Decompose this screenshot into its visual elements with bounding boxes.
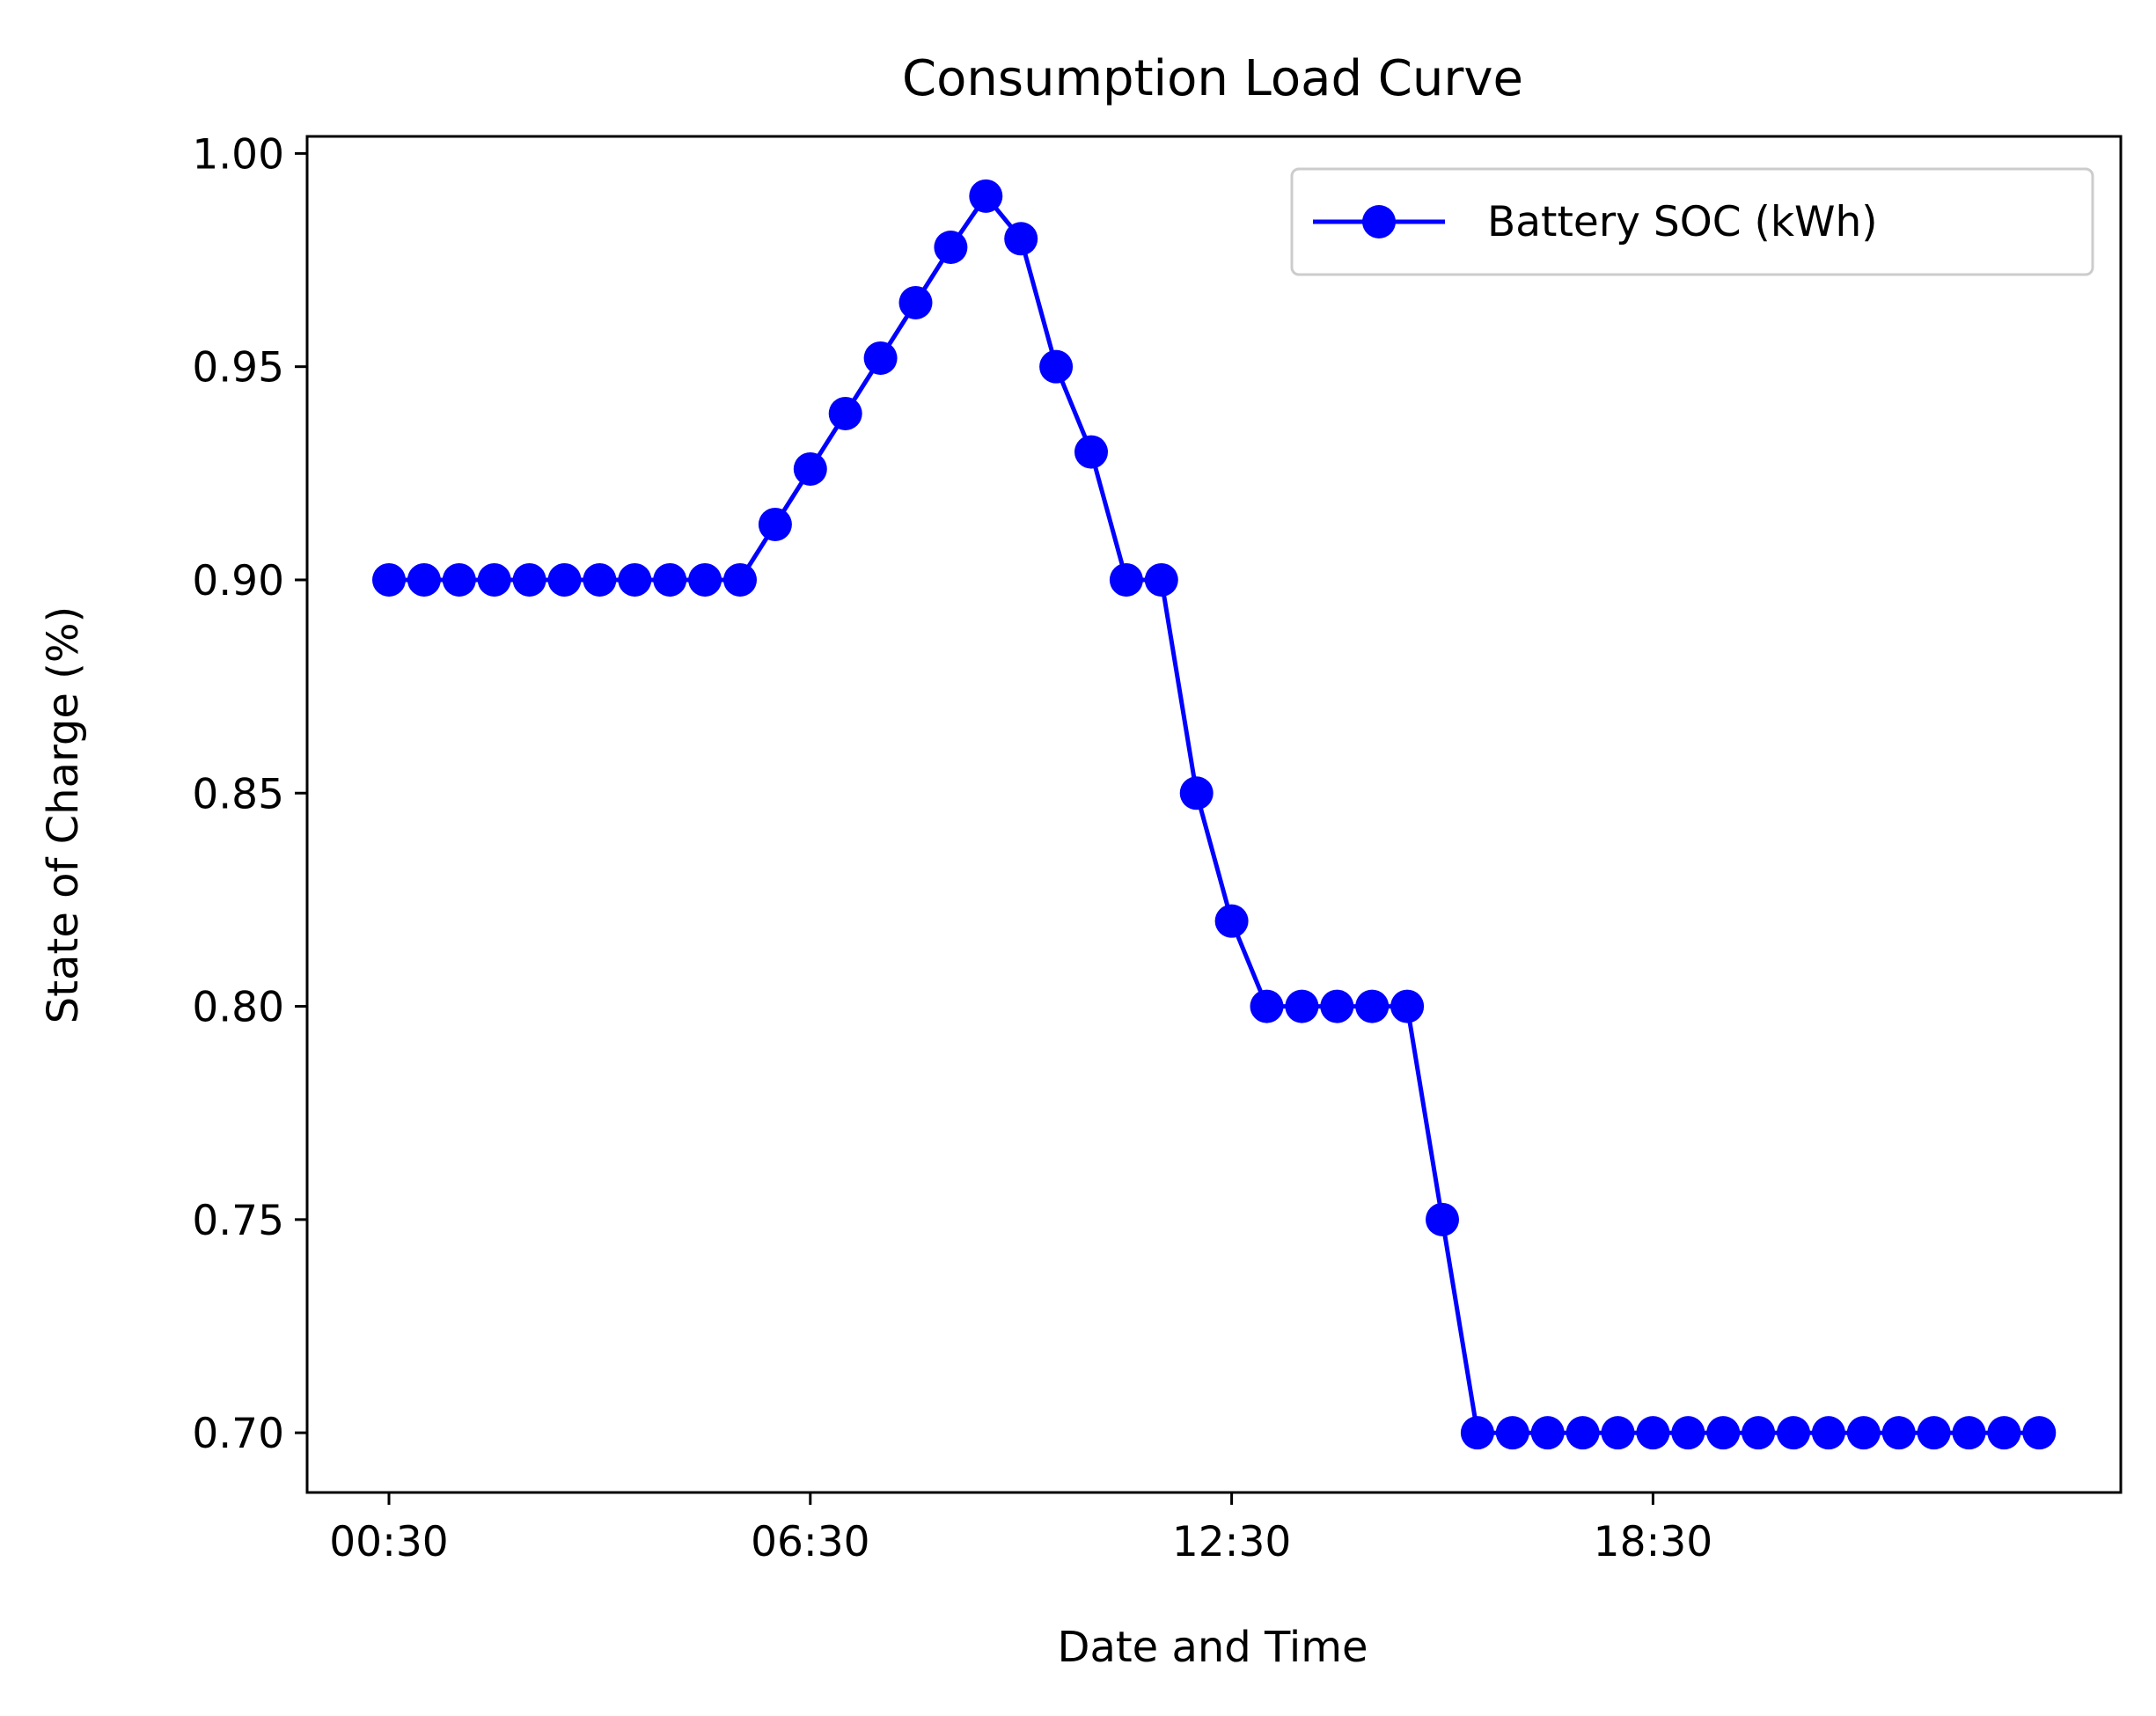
data-point (1039, 349, 1074, 384)
data-point (1179, 776, 1214, 810)
data-point (407, 562, 441, 597)
x-tick-label: 12:30 (1172, 1518, 1291, 1566)
data-point (1636, 1416, 1670, 1450)
data-point (653, 562, 687, 597)
data-point (1671, 1416, 1705, 1450)
data-point (512, 562, 546, 597)
y-axis: 0.70 0.75 0.80 0.85 0.90 0.95 1.00 (192, 130, 307, 1458)
y-tick-label: 0.75 (192, 1197, 284, 1245)
data-point (1811, 1416, 1845, 1450)
legend: Battery SOC (kWh) (1290, 167, 2094, 276)
data-point (828, 396, 862, 430)
legend-entry-battery-soc: Battery SOC (kWh) (1487, 198, 1878, 246)
plot-frame (305, 135, 2123, 1494)
data-point (1846, 1416, 1881, 1450)
y-tick-label: 0.90 (192, 557, 284, 605)
legend-box (1290, 167, 2094, 276)
data-point (477, 562, 511, 597)
data-point (1530, 1416, 1565, 1450)
y-tick-label: 0.80 (192, 984, 284, 1032)
y-tick-label: 0.85 (192, 770, 284, 818)
data-point (1320, 989, 1354, 1023)
data-point (969, 179, 1003, 213)
data-point (688, 562, 722, 597)
data-point (372, 562, 406, 597)
data-point (1004, 222, 1038, 256)
data-point (1881, 1416, 1916, 1450)
data-point (618, 562, 652, 597)
data-point (1917, 1416, 1951, 1450)
data-point (1566, 1416, 1600, 1450)
data-point (1426, 1202, 1459, 1236)
y-tick-label: 1.00 (192, 130, 284, 179)
data-point (723, 562, 757, 597)
data-point (1495, 1416, 1529, 1450)
data-point (1144, 562, 1178, 597)
data-point (863, 341, 898, 375)
series-line (389, 194, 2040, 1435)
data-point (1460, 1416, 1494, 1450)
plot-area (305, 135, 2123, 1494)
data-point (547, 562, 582, 597)
data-point (1952, 1416, 1986, 1450)
data-point (1777, 1416, 1810, 1450)
chart-title: Consumption Load Curve (902, 50, 1523, 107)
x-axis: 00:30 06:30 12:30 18:30 (329, 1492, 1712, 1566)
data-point (1214, 904, 1249, 938)
data-point (583, 562, 617, 597)
data-point (1250, 989, 1284, 1023)
data-point (934, 230, 968, 264)
x-tick-label: 00:30 (329, 1518, 448, 1566)
data-point (1390, 989, 1425, 1023)
y-axis-label: State of Charge (%) (39, 606, 88, 1023)
data-point (758, 507, 792, 541)
data-point (1601, 1416, 1635, 1450)
y-tick-label: 0.70 (192, 1410, 284, 1458)
data-point (1355, 989, 1390, 1023)
data-point (442, 562, 476, 597)
data-point (898, 285, 933, 319)
y-tick-label: 0.95 (192, 344, 284, 392)
data-point (2022, 1416, 2057, 1450)
data-point (793, 451, 827, 486)
data-point (1109, 562, 1143, 597)
data-point (1074, 435, 1108, 469)
legend-point-marker (1362, 205, 1396, 238)
data-point (1742, 1416, 1776, 1450)
data-point (1987, 1416, 2021, 1450)
x-tick-label: 06:30 (751, 1518, 869, 1566)
data-point (1706, 1416, 1741, 1450)
x-axis-label: Date and Time (1057, 1623, 1368, 1672)
x-tick-label: 18:30 (1594, 1518, 1712, 1566)
data-point (1285, 989, 1319, 1023)
series-layer (372, 179, 2057, 1450)
